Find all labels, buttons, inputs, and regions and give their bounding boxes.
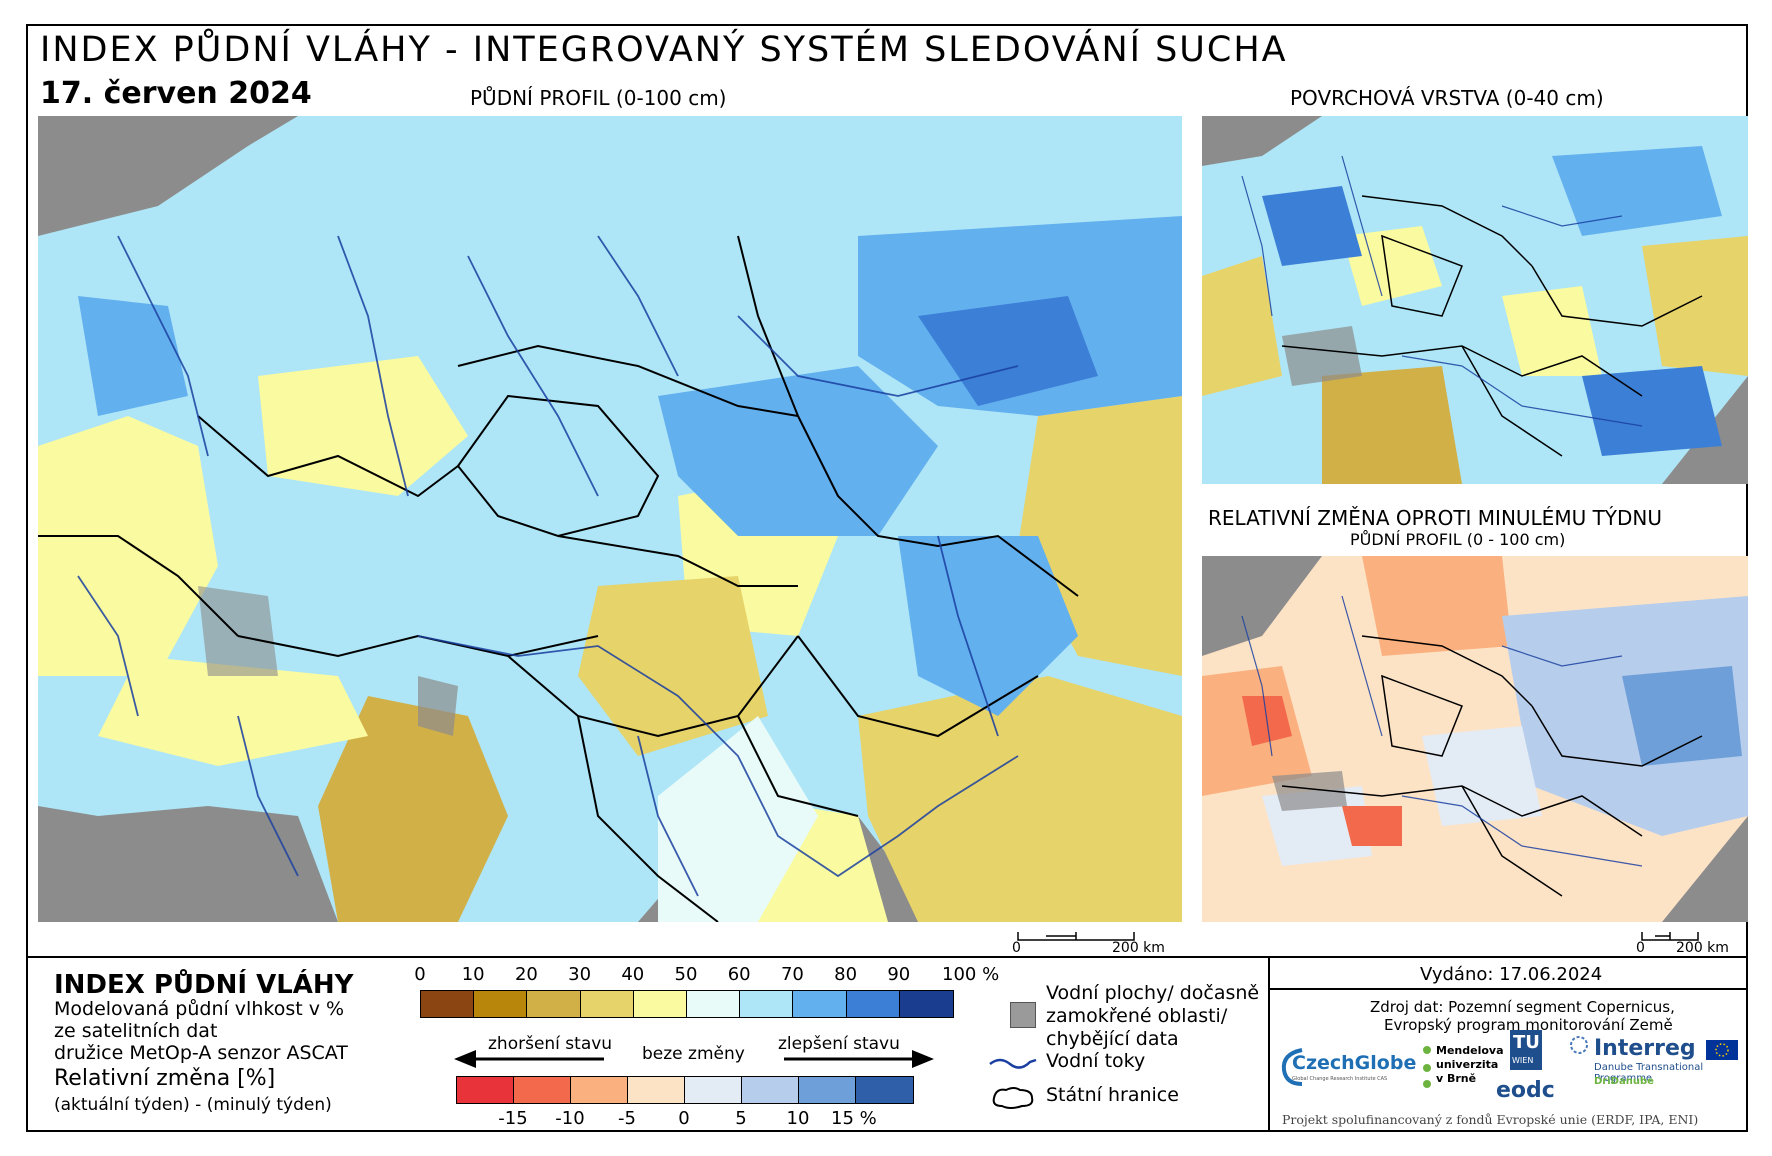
- czechglobe-logo-text: CzechGlobe: [1292, 1052, 1417, 1074]
- index-color-swatch: [527, 991, 581, 1017]
- index-color-swatch: [793, 991, 847, 1017]
- change-color-swatch: [571, 1077, 628, 1103]
- index-color-swatch: [474, 991, 528, 1017]
- arrow-improving-label: zlepšení stavu: [778, 1034, 900, 1054]
- tu-wien-logo: TU WIEN: [1510, 1030, 1542, 1070]
- eodc-logo: eodc: [1496, 1078, 1560, 1106]
- small-scale-end: 200 km: [1676, 940, 1729, 956]
- change-tick-label: 0: [678, 1108, 690, 1129]
- arrow-worsening-label: zhoršení stavu: [488, 1034, 613, 1054]
- index-tick-label: 60: [727, 964, 751, 985]
- legend-desc-3: družice MetOp-A senzor ASCAT: [54, 1042, 348, 1064]
- change-tick-label: 10: [786, 1108, 810, 1129]
- rivers-label: Vodní toky: [1046, 1050, 1146, 1072]
- tu-wien-logo-subtext: WIEN: [1512, 1056, 1534, 1065]
- change-color-swatch: [856, 1077, 913, 1103]
- source-line-1: Zdroj dat: Pozemní segment Copernicus,: [1370, 998, 1675, 1016]
- relative-change-desc: (aktuální týden) - (minulý týden): [54, 1095, 332, 1115]
- water-label-line-1: Vodní plochy/ dočasně: [1046, 982, 1260, 1004]
- arrow-no-change-label: beze změny: [642, 1044, 745, 1064]
- change-tick-label: -5: [618, 1108, 636, 1129]
- water-bodies-label: Vodní plochy/ dočasně zamokřené oblasti/…: [1046, 982, 1259, 1051]
- change-color-swatch: [457, 1077, 514, 1103]
- index-color-swatch: [421, 991, 475, 1017]
- border-outline-icon: [990, 1084, 1036, 1114]
- small-map-scale-bar: 0 200 km: [1636, 930, 1750, 956]
- main-scale-zero: 0: [1012, 940, 1021, 956]
- change-colorbar: [456, 1076, 914, 1104]
- index-tick-label: 40: [621, 964, 645, 985]
- czechglobe-logo: CzechGlobe Global Change Research Instit…: [1278, 1044, 1418, 1094]
- index-color-swatch: [846, 991, 900, 1017]
- relative-change-map: [1202, 556, 1748, 922]
- index-tick-label: 70: [780, 964, 804, 985]
- main-map-label: PŮDNÍ PROFIL (0-100 cm): [470, 86, 727, 110]
- dridanube-logo-text: DriDanube: [1594, 1076, 1654, 1087]
- mendel-logo-line-2: univerzita: [1436, 1058, 1499, 1071]
- water-label-line-2: zamokřené oblasti/: [1046, 1005, 1228, 1027]
- index-color-swatch: [740, 991, 794, 1017]
- main-scale-end: 200 km: [1112, 940, 1165, 956]
- change-color-swatch: [628, 1077, 685, 1103]
- index-tick-label: 90: [887, 964, 911, 985]
- water-bodies-swatch: [1010, 1002, 1036, 1028]
- relative-change-title: Relativní změna [%]: [54, 1066, 276, 1091]
- funding-footer: Projekt spolufinancovaný z fondů Evropsk…: [1282, 1112, 1699, 1127]
- eodc-logo-text: eodc: [1496, 1078, 1555, 1103]
- change-tick-label: 15 %: [831, 1108, 877, 1129]
- change-direction-arrows: [454, 1044, 934, 1074]
- change-tick-label: 5: [735, 1108, 747, 1129]
- page-title: INDEX PŮDNÍ VLÁHY - INTEGROVANÝ SYSTÉM S…: [40, 30, 1288, 70]
- change-tick-label: -15: [498, 1108, 528, 1129]
- mendel-logo-line-1: Mendelova: [1436, 1044, 1504, 1057]
- index-colorbar: [420, 990, 954, 1018]
- index-color-swatch: [580, 991, 634, 1017]
- index-tick-label: 80: [834, 964, 858, 985]
- index-color-swatch: [633, 991, 687, 1017]
- legend-separator: [28, 956, 1746, 958]
- info-separator: [1268, 956, 1270, 1132]
- change-color-swatch: [742, 1077, 799, 1103]
- change-color-swatch: [685, 1077, 742, 1103]
- water-label-line-3: chybějící data: [1046, 1028, 1179, 1050]
- index-tick-label: 20: [514, 964, 538, 985]
- interreg-logo-subtext: Danube Transnational Programme: [1594, 1062, 1704, 1084]
- surface-layer-map: [1202, 116, 1748, 484]
- tu-wien-logo-text: TU: [1513, 1032, 1540, 1053]
- issue-date-heading: 17. červen 2024: [40, 76, 312, 111]
- index-tick-label: 10: [461, 964, 485, 985]
- change-color-swatch: [514, 1077, 571, 1103]
- small-scale-zero: 0: [1636, 940, 1645, 956]
- index-tick-label: 30: [568, 964, 592, 985]
- issued-date: Vydáno: 17.06.2024: [1420, 964, 1603, 985]
- change-map-sublabel: PŮDNÍ PROFIL (0 - 100 cm): [1350, 530, 1566, 549]
- change-tick-label: -10: [555, 1108, 585, 1129]
- interreg-logo: Interreg Danube Transnational Programme …: [1568, 1034, 1744, 1110]
- change-color-swatch: [799, 1077, 856, 1103]
- main-map-scale-bar: 0 200 km: [1012, 930, 1176, 956]
- index-tick-label: 100 %: [942, 964, 1000, 985]
- source-line-2: Evropský program monitorování Země: [1384, 1016, 1673, 1034]
- czechglobe-logo-subtext: Global Change Research Institute CAS: [1292, 1076, 1388, 1082]
- index-color-swatch: [686, 991, 741, 1017]
- issued-separator: [1268, 988, 1748, 990]
- river-line-icon: [988, 1054, 1038, 1074]
- mendel-logo-line-3: v Brně: [1436, 1072, 1477, 1085]
- legend-title: INDEX PŮDNÍ VLÁHY: [54, 970, 354, 1000]
- mendel-university-logo: Mendelova univerzita v Brně: [1422, 1044, 1504, 1094]
- index-color-swatch: [899, 991, 953, 1017]
- legend-desc-2: ze satelitních dat: [54, 1020, 218, 1042]
- main-soil-moisture-map: [38, 116, 1182, 922]
- legend-desc-1: Modelovaná půdní vlhkost v %: [54, 998, 345, 1020]
- interreg-logo-text: Interreg: [1594, 1036, 1696, 1061]
- borders-label: Státní hranice: [1046, 1084, 1179, 1106]
- index-tick-label: 50: [674, 964, 698, 985]
- change-map-label: RELATIVNÍ ZMĚNA OPROTI MINULÉMU TÝDNU: [1208, 506, 1663, 530]
- surface-map-label: POVRCHOVÁ VRSTVA (0-40 cm): [1290, 86, 1604, 110]
- index-tick-label: 0: [414, 964, 426, 985]
